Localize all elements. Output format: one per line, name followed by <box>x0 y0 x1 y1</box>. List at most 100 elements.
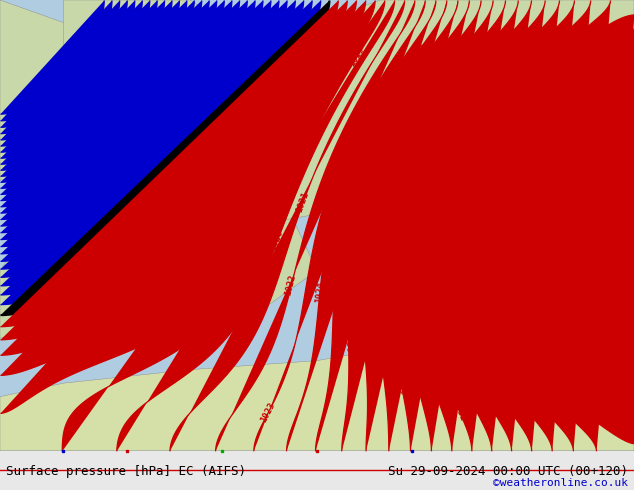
Polygon shape <box>0 0 634 451</box>
Text: 1019: 1019 <box>347 45 366 68</box>
Point <box>0 447 5 455</box>
Polygon shape <box>0 0 190 180</box>
Polygon shape <box>63 0 254 135</box>
Point <box>0 447 5 455</box>
Text: 994: 994 <box>141 63 157 82</box>
Text: 990: 990 <box>126 38 141 57</box>
Text: 1024: 1024 <box>314 281 325 303</box>
Text: 984: 984 <box>61 62 79 80</box>
Point <box>0 447 5 455</box>
Point <box>0 447 5 455</box>
Point <box>0 447 5 455</box>
Text: 1033: 1033 <box>496 39 517 61</box>
Text: 1009: 1009 <box>216 120 236 143</box>
Text: 1025: 1025 <box>407 41 427 64</box>
Text: 1006: 1006 <box>215 86 234 109</box>
Text: 1028: 1028 <box>372 331 384 353</box>
Text: Surface pressure [hPa] EC (AIFS): Surface pressure [hPa] EC (AIFS) <box>6 465 247 478</box>
Point <box>0 447 5 455</box>
Point <box>0 447 5 455</box>
Point <box>0 447 5 455</box>
Point <box>0 447 5 455</box>
Point <box>0 447 5 455</box>
Point <box>0 447 5 455</box>
Point <box>0 447 5 455</box>
Text: 1016: 1016 <box>278 121 296 144</box>
Text: 1002: 1002 <box>186 81 205 104</box>
Text: 989: 989 <box>56 109 74 126</box>
Text: 1000: 1000 <box>141 118 162 140</box>
Text: 1018: 1018 <box>258 197 276 220</box>
Text: 1020: 1020 <box>269 228 285 252</box>
Text: 999: 999 <box>193 38 209 56</box>
Text: 1030: 1030 <box>401 340 415 363</box>
Text: 1007: 1007 <box>171 154 192 176</box>
Text: 1034: 1034 <box>477 387 495 410</box>
Point <box>0 447 5 455</box>
Text: 1029: 1029 <box>394 374 408 396</box>
Text: 1014: 1014 <box>284 79 302 102</box>
Point <box>0 447 5 455</box>
Point <box>0 447 5 455</box>
Point <box>0 447 5 455</box>
Point <box>0 447 5 455</box>
Text: 985: 985 <box>48 84 67 101</box>
Point <box>0 447 5 455</box>
Text: 1021: 1021 <box>295 190 311 214</box>
Text: 1023: 1023 <box>259 401 276 424</box>
Text: 996: 996 <box>171 38 186 56</box>
Text: 1031: 1031 <box>427 378 442 401</box>
Point <box>0 447 5 455</box>
Text: 1026: 1026 <box>343 331 353 353</box>
Text: 1008: 1008 <box>252 49 271 73</box>
Polygon shape <box>0 180 317 338</box>
Point <box>0 447 5 455</box>
Text: 1012: 1012 <box>287 45 305 68</box>
Point <box>0 447 5 455</box>
Point <box>0 447 5 455</box>
Point <box>0 447 5 455</box>
Text: 988: 988 <box>73 86 91 104</box>
Point <box>0 447 5 455</box>
Point <box>0 447 5 455</box>
Point <box>0 447 5 455</box>
Point <box>0 447 5 455</box>
Text: 997: 997 <box>163 63 179 82</box>
Text: 987: 987 <box>86 63 103 82</box>
Point <box>0 447 5 455</box>
Point <box>0 447 5 455</box>
Text: 986: 986 <box>96 36 112 54</box>
Point <box>0 447 5 455</box>
Point <box>0 447 5 455</box>
Point <box>0 447 5 455</box>
Text: 1036: 1036 <box>512 393 533 416</box>
Point <box>0 447 5 455</box>
Text: 1013: 1013 <box>273 84 292 107</box>
Point <box>0 447 5 455</box>
Text: 1004: 1004 <box>223 48 241 71</box>
Text: 1039: 1039 <box>567 397 590 418</box>
Point <box>0 447 5 455</box>
Text: 991: 991 <box>117 63 134 82</box>
Point <box>0 447 5 455</box>
Polygon shape <box>222 0 634 225</box>
Point <box>0 447 5 455</box>
Text: 1035: 1035 <box>524 37 545 58</box>
Point <box>0 447 5 455</box>
Point <box>0 447 5 455</box>
Text: ©weatheronline.co.uk: ©weatheronline.co.uk <box>493 478 628 488</box>
Point <box>0 447 5 455</box>
Point <box>0 447 5 455</box>
Point <box>0 447 5 455</box>
Text: 1027: 1027 <box>355 283 365 305</box>
Text: 1038: 1038 <box>538 386 560 407</box>
Point <box>0 447 5 455</box>
Text: Su 29-09-2024 00:00 UTC (00+120): Su 29-09-2024 00:00 UTC (00+120) <box>387 465 628 478</box>
Point <box>0 447 5 455</box>
Polygon shape <box>0 338 634 451</box>
Point <box>0 447 5 455</box>
Point <box>0 447 5 455</box>
Text: 1022: 1022 <box>284 274 298 297</box>
Text: 1017: 1017 <box>267 158 285 181</box>
Text: 998: 998 <box>152 91 169 109</box>
